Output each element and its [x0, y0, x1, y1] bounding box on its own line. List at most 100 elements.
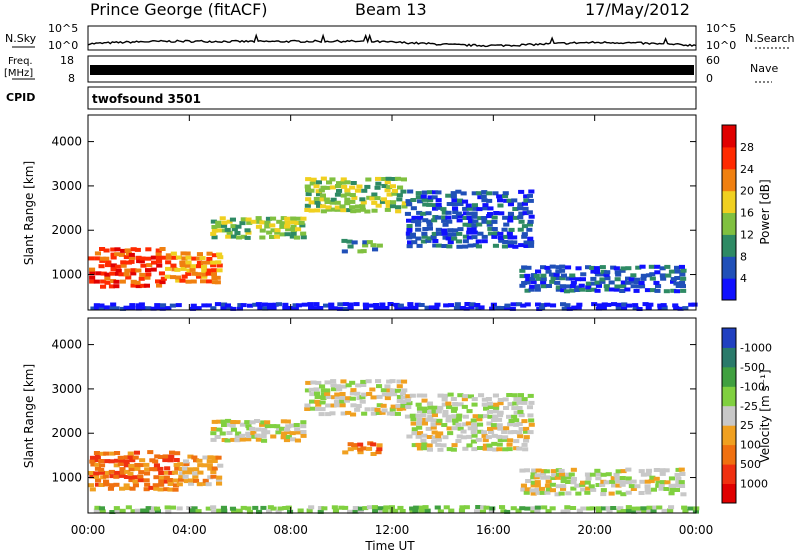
heatmap-cell	[89, 474, 96, 479]
heatmap-cell	[517, 409, 524, 414]
heatmap-cell	[523, 426, 530, 431]
heatmap-cell	[638, 281, 645, 285]
heatmap-cell	[98, 470, 105, 475]
x-tick-label: 00:00	[679, 523, 714, 537]
velocity-heatmap	[88, 379, 700, 514]
heatmap-cell	[354, 188, 361, 193]
heatmap-cell	[256, 509, 263, 514]
heatmap-cell	[334, 403, 341, 408]
heatmap-cell	[447, 240, 454, 245]
heatmap-cell	[89, 275, 96, 280]
heatmap-cell	[306, 508, 313, 513]
heatmap-cell	[680, 288, 687, 293]
heatmap-cell	[426, 222, 433, 227]
heatmap-cell	[525, 479, 532, 483]
heatmap-cell	[544, 483, 551, 488]
heatmap-cell	[441, 402, 448, 407]
heatmap-cell	[147, 450, 154, 455]
heatmap-cell	[267, 305, 274, 310]
heatmap-cell	[463, 505, 470, 510]
heatmap-cell	[417, 431, 424, 436]
heatmap-cell	[118, 473, 125, 478]
heatmap-cell	[265, 216, 272, 221]
heatmap-cell	[682, 306, 689, 311]
heatmap-cell	[293, 235, 300, 240]
heatmap-cell	[381, 392, 388, 397]
heatmap-cell	[428, 305, 435, 310]
heatmap-cell	[255, 302, 262, 307]
heatmap-cell	[240, 217, 247, 222]
heatmap-cell	[114, 470, 121, 475]
heatmap-cell	[558, 491, 565, 496]
heatmap-cell	[476, 222, 483, 227]
heatmap-cell	[94, 251, 101, 256]
heatmap-cell	[134, 463, 141, 467]
heatmap-cell	[511, 414, 518, 419]
heatmap-cell	[445, 401, 452, 406]
heatmap-cell	[396, 193, 403, 198]
heatmap-cell	[349, 391, 356, 396]
x-tick-label: 04:00	[172, 523, 207, 537]
heatmap-cell	[435, 243, 442, 248]
heatmap-cell	[549, 506, 556, 511]
heatmap-cell	[599, 277, 606, 282]
heatmap-cell	[462, 414, 469, 419]
heatmap-cell	[325, 205, 332, 210]
heatmap-cell	[563, 289, 570, 294]
heatmap-cell	[560, 479, 567, 484]
heatmap-cell	[171, 470, 178, 475]
heatmap-cell	[559, 284, 566, 289]
heatmap-cell	[478, 305, 485, 310]
heatmap-cell	[565, 480, 572, 484]
heatmap-cell	[156, 263, 163, 268]
heatmap-cell	[305, 188, 312, 193]
colorbar-tick-label: 1000	[740, 478, 768, 491]
heatmap-cell	[135, 284, 142, 289]
heatmap-cell	[464, 302, 471, 306]
heatmap-cell	[523, 194, 530, 199]
heatmap-cell	[619, 480, 626, 485]
heatmap-cell	[432, 243, 439, 248]
heatmap-cell	[670, 279, 677, 284]
heatmap-cell	[527, 393, 534, 398]
heatmap-cell	[99, 463, 106, 468]
heatmap-cell	[415, 219, 422, 223]
y-tick-label: 3000	[51, 382, 82, 396]
heatmap-cell	[334, 395, 341, 400]
heatmap-cell	[361, 188, 368, 193]
heatmap-cell	[249, 420, 256, 425]
heatmap-cell	[369, 196, 376, 201]
heatmap-cell	[114, 451, 121, 455]
heatmap-cell	[681, 505, 688, 510]
heatmap-cell	[628, 484, 635, 489]
heatmap-cell	[301, 302, 308, 307]
heatmap-cell	[364, 184, 371, 189]
heatmap-cell	[540, 475, 547, 480]
heatmap-cell	[313, 184, 320, 189]
heatmap-cell	[654, 264, 661, 269]
heatmap-cell	[535, 276, 542, 281]
heatmap-cell	[397, 185, 404, 190]
heatmap-cell	[501, 430, 508, 434]
heatmap-cell	[471, 223, 478, 228]
heatmap-cell	[472, 219, 479, 224]
heatmap-cell	[425, 211, 432, 216]
heatmap-cell	[554, 475, 561, 480]
heatmap-cell	[418, 303, 425, 307]
heatmap-cell	[657, 303, 664, 308]
heatmap-cell	[177, 462, 184, 467]
heatmap-cell	[492, 243, 499, 248]
heatmap-cell	[404, 211, 411, 216]
heatmap-cell	[640, 472, 647, 477]
heatmap-cell	[432, 190, 439, 195]
heatmap-cell	[395, 403, 402, 408]
colorbar-tick-label: -100	[740, 380, 765, 393]
heatmap-cell	[481, 239, 488, 244]
heatmap-cell	[503, 234, 510, 239]
heatmap-cell	[128, 463, 135, 468]
heatmap-cell	[274, 424, 281, 429]
heatmap-cell	[507, 218, 514, 223]
heatmap-cell	[668, 269, 675, 274]
heatmap-cell	[382, 509, 389, 513]
heatmap-cell	[315, 180, 322, 185]
